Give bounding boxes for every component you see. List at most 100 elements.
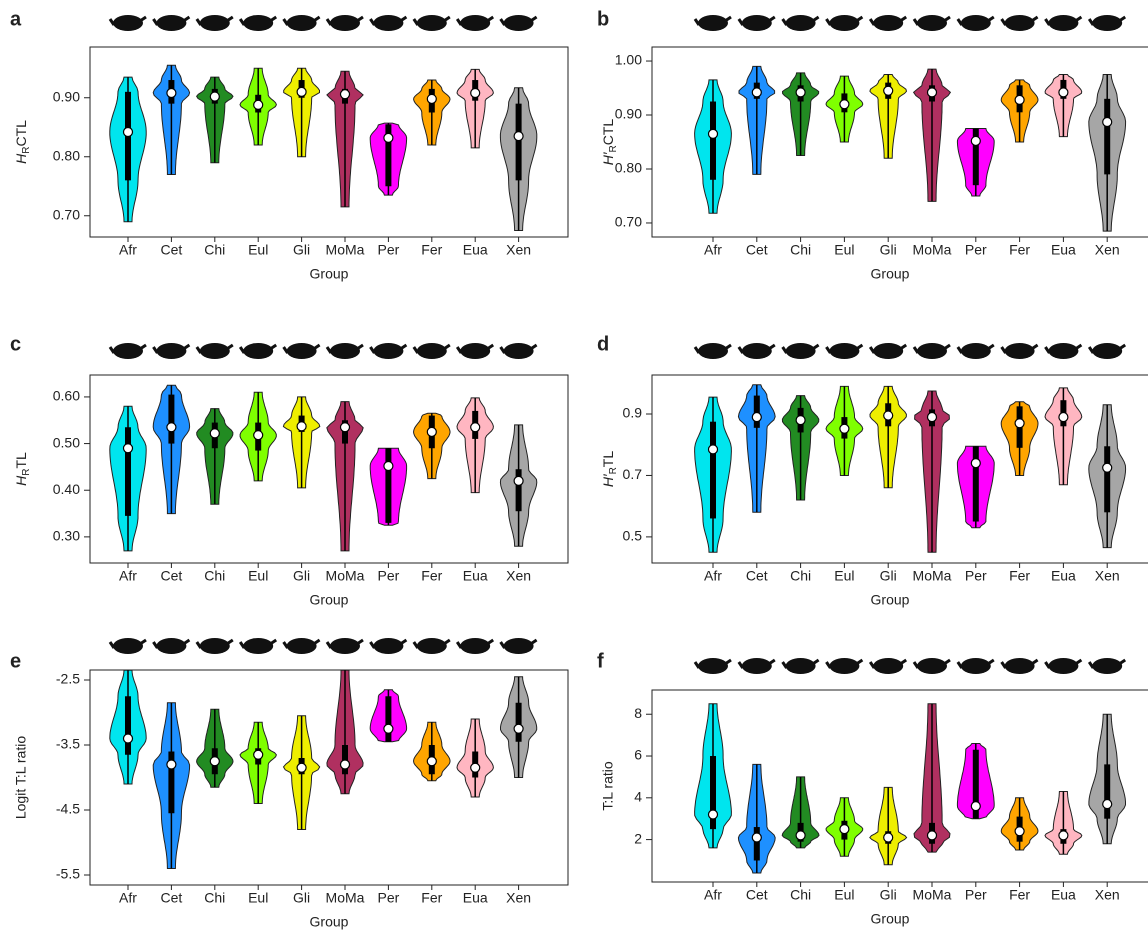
y-tick-label: 0.70 (53, 206, 80, 222)
x-tick-label: Gli (293, 242, 310, 258)
animal-icon (238, 343, 278, 354)
animal-icon (416, 15, 447, 31)
panel-label: f (597, 650, 604, 672)
animal-icon (199, 638, 230, 654)
median-dot (253, 430, 264, 441)
x-tick-label: Xen (506, 890, 531, 906)
y-tick-label: -4.5 (56, 801, 80, 817)
animal-icon (698, 658, 728, 674)
animal-icon (873, 343, 904, 359)
x-tick-label: Gli (293, 568, 310, 584)
y-tick-label: 0.70 (615, 214, 642, 230)
animal-icon (741, 658, 772, 674)
plot-frame (89, 46, 569, 238)
median-dot (253, 749, 264, 760)
animal-icon (1044, 15, 1083, 26)
animal-icon (781, 15, 820, 26)
animal-icon (286, 638, 317, 654)
x-tick-label: Per (965, 887, 987, 903)
animal-icon (238, 638, 278, 649)
iqr-bar (168, 394, 175, 444)
panel-label: a (10, 8, 22, 30)
y-tick-label: 8 (634, 705, 642, 721)
y-tick-label: 0.40 (53, 481, 80, 497)
x-tick-label: Eua (463, 568, 488, 584)
x-tick-label: Eua (463, 242, 488, 258)
median-dot (795, 415, 806, 426)
x-axis-label: Group (310, 592, 349, 608)
y-label-sub: R (608, 145, 619, 152)
median-dot (795, 87, 806, 98)
y-label-rest: CTL (600, 119, 616, 146)
iqr-bar (515, 103, 522, 181)
median-dot (122, 126, 134, 138)
plot-frame (651, 689, 1148, 883)
median-dot (296, 762, 307, 773)
y-label-main: H (13, 475, 29, 486)
x-tick-label: Eul (834, 242, 854, 258)
y-tick-label: 6 (634, 747, 642, 763)
animal-icon (455, 343, 495, 354)
animal-icon (693, 15, 732, 26)
animal-icon (195, 343, 234, 354)
x-tick-label: MoMa (913, 242, 952, 258)
animal-icon (152, 343, 191, 354)
median-dot (707, 809, 719, 820)
animal-icon (956, 343, 995, 354)
animal-icon (286, 15, 317, 31)
x-tick-label: Afr (704, 242, 722, 258)
animal-icon (1000, 658, 1039, 669)
animal-icon (412, 343, 451, 354)
median-dot (253, 99, 264, 110)
median-dot (1058, 411, 1069, 423)
median-dot (122, 443, 134, 454)
animal-icon (503, 343, 534, 359)
x-tick-label: Per (378, 568, 400, 584)
x-tick-label: Per (378, 890, 400, 906)
animal-icon (286, 343, 317, 359)
median-dot (1102, 798, 1113, 810)
median-dot (383, 132, 394, 143)
animal-icon (868, 658, 908, 669)
animal-icon (1000, 15, 1039, 26)
animal-icon (781, 343, 820, 354)
animal-icon (829, 658, 860, 674)
animal-icon (1044, 343, 1083, 354)
animal-icon (912, 15, 951, 26)
y-label-sub: R (21, 147, 32, 154)
animal-icon (737, 15, 776, 26)
median-dot (1058, 830, 1069, 841)
x-tick-label: Eul (248, 242, 268, 258)
median-dot (795, 830, 806, 841)
animal-icon (330, 638, 360, 654)
x-tick-label: Gli (880, 242, 897, 258)
animal-icon (195, 15, 234, 26)
y-tick-label: 0.80 (53, 147, 80, 163)
animal-icon (412, 15, 451, 26)
animal-icon (412, 638, 451, 649)
animal-icon (737, 658, 776, 669)
iqr-bar (515, 702, 522, 742)
y-label-rest: TL (600, 451, 616, 468)
animal-icon (912, 343, 951, 354)
median-dot (1014, 418, 1025, 429)
median-dot (970, 801, 981, 812)
median-dot (1058, 87, 1069, 98)
animal-icon (873, 15, 904, 31)
animal-icon (499, 638, 538, 649)
x-tick-label: Cet (746, 242, 768, 258)
y-tick-label: 2 (634, 830, 642, 846)
animal-icon (156, 638, 187, 654)
animal-icon (698, 15, 728, 31)
animal-icon (195, 638, 234, 649)
animal-icon (693, 658, 732, 669)
iqr-bar (1104, 446, 1111, 513)
animal-icon (1087, 15, 1127, 26)
y-tick-label: 4 (634, 789, 642, 805)
x-tick-label: Fer (1009, 242, 1030, 258)
animal-icon (868, 15, 908, 26)
median-dot (426, 756, 437, 767)
median-dot (426, 93, 437, 105)
animal-icon (369, 638, 408, 649)
